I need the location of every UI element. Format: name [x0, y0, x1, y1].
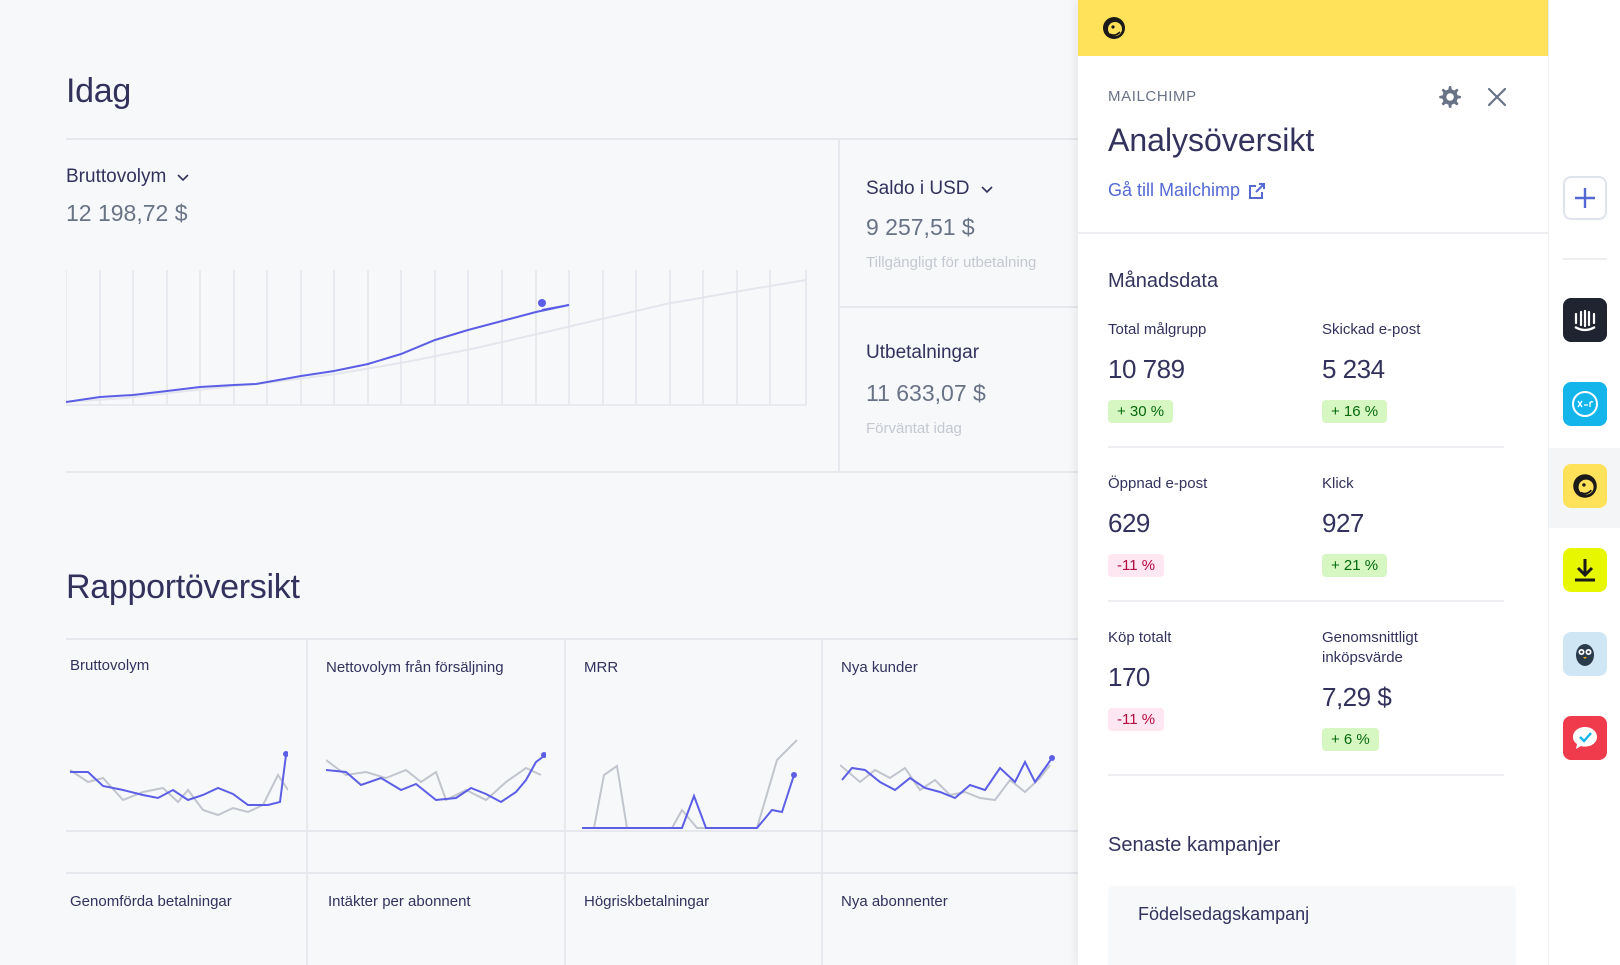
today-title: Idag	[66, 72, 131, 110]
balance-label: Saldo i USD	[866, 178, 970, 199]
chevron-down-icon	[980, 186, 993, 194]
sparkline-mrr	[582, 739, 798, 829]
stat-change-badge: -11 %	[1108, 708, 1165, 731]
external-link-icon	[1249, 182, 1266, 199]
divider	[1563, 258, 1607, 260]
payouts-label-text: Utbetalningar	[866, 342, 980, 363]
go-to-mailchimp-link[interactable]: Gå till Mailchimp	[1108, 180, 1266, 201]
divider	[1108, 600, 1504, 602]
intercom-icon	[1574, 309, 1596, 332]
add-app-button[interactable]	[1563, 176, 1607, 220]
mailchimp-app-button[interactable]	[1563, 464, 1607, 508]
payouts-label: Utbetalningar	[866, 342, 979, 364]
divider	[840, 306, 1080, 308]
stat-value: 629	[1108, 508, 1150, 538]
chevron-down-icon	[177, 174, 189, 182]
gross-volume-value: 12 198,72 $	[66, 200, 188, 226]
plus-icon	[1575, 188, 1595, 208]
divider	[66, 471, 1080, 473]
xero-icon	[1572, 391, 1598, 417]
stat-label: Genomsnittligt inköpsvärde	[1322, 629, 1418, 666]
divider	[66, 830, 1080, 832]
campaign-card[interactable]: Födelsedagskampanj	[1108, 886, 1516, 965]
owl-icon	[1576, 644, 1594, 666]
campaign-name: Födelsedagskampanj	[1138, 904, 1310, 924]
divider	[564, 638, 566, 965]
mailchimp-icon	[1573, 474, 1597, 498]
payouts-value: 11 633,07 $	[866, 380, 986, 406]
mailchimp-panel: MAILCHIMP Analysöversikt Gå till Mailchi…	[1078, 0, 1548, 965]
divider	[1108, 774, 1504, 776]
report-title: Rapportöversikt	[66, 568, 300, 606]
divider	[306, 638, 308, 965]
download-icon	[1575, 559, 1595, 582]
go-to-mailchimp-label: Gå till Mailchimp	[1108, 180, 1241, 200]
campaigns-title: Senaste kampanjer	[1108, 834, 1281, 856]
divider	[1108, 446, 1504, 448]
divider	[66, 872, 1080, 874]
panel-brand: MAILCHIMP	[1108, 88, 1197, 105]
gross-volume-selector[interactable]: Bruttovolym	[66, 166, 190, 188]
report-cell-mrr[interactable]: MRR	[584, 659, 619, 676]
gear-icon[interactable]	[1436, 84, 1462, 110]
report-cell-successful-payments[interactable]: Genomförda betalningar	[70, 893, 232, 910]
panel-header: MAILCHIMP Analysöversikt Gå till Mailchi…	[1078, 56, 1548, 234]
divider	[66, 638, 1080, 640]
stat-label: Klick	[1322, 475, 1354, 492]
divider	[821, 638, 823, 965]
close-icon[interactable]	[1486, 86, 1508, 108]
owl-app-button[interactable]	[1563, 632, 1607, 676]
stat-value: 927	[1322, 508, 1364, 538]
report-cell-net[interactable]: Nettovolym från försäljning	[326, 659, 504, 676]
download-app-button[interactable]	[1563, 548, 1607, 592]
stat-label: Köp totalt	[1108, 629, 1172, 646]
balance-value: 9 257,51 $	[866, 214, 975, 240]
stat-change-badge: + 16 %	[1322, 400, 1388, 423]
chat-check-app-button[interactable]	[1563, 716, 1607, 760]
xero-app-button[interactable]	[1563, 382, 1607, 426]
panel-topbar	[1078, 0, 1548, 56]
report-cell-revenue-per-sub[interactable]: Intäkter per abonnent	[328, 893, 471, 910]
sparkline-new-customers	[840, 755, 1055, 802]
stat-change-badge: + 21 %	[1322, 554, 1388, 577]
dashboard: Idag Bruttovolym 12 198,72 $ Saldo i USD…	[66, 72, 1080, 965]
payouts-sub: Förväntat idag	[866, 420, 962, 437]
divider	[66, 138, 1080, 140]
app-rail	[1548, 0, 1620, 965]
stat-change-badge: + 30 %	[1108, 400, 1174, 423]
stat-label: Total målgrupp	[1108, 321, 1207, 338]
report-cell-new-customers[interactable]: Nya kunder	[841, 659, 918, 676]
gross-volume-label: Bruttovolym	[66, 166, 167, 187]
stat-change-badge: -11 %	[1108, 554, 1165, 577]
stat-value: 170	[1108, 662, 1150, 692]
stat-label: Skickad e-post	[1322, 321, 1421, 338]
mailchimp-logo-icon	[1103, 17, 1125, 39]
sparkline-net	[326, 752, 546, 804]
monthly-title: Månadsdata	[1108, 270, 1219, 292]
chat-check-icon	[1573, 727, 1597, 749]
intercom-app-button[interactable]	[1563, 298, 1607, 342]
sparkline-gross	[69, 751, 288, 817]
stat-value: 5 234	[1322, 354, 1385, 384]
balance-sub: Tillgängligt för utbetalning	[866, 254, 1037, 271]
gross-volume-chart	[66, 270, 807, 406]
report-cell-new-subscribers[interactable]: Nya abonnenter	[841, 893, 948, 910]
balance-selector[interactable]: Saldo i USD	[866, 178, 994, 200]
report-cell-high-risk[interactable]: Högriskbetalningar	[584, 893, 710, 910]
stat-value: 7,29 $	[1322, 682, 1392, 712]
stat-value: 10 789	[1108, 354, 1185, 384]
divider	[838, 138, 840, 473]
stat-change-badge: + 6 %	[1322, 728, 1379, 751]
report-cell-gross[interactable]: Bruttovolym	[70, 657, 150, 674]
stat-label: Öppnad e-post	[1108, 475, 1208, 492]
panel-title: Analysöversikt	[1108, 122, 1315, 158]
